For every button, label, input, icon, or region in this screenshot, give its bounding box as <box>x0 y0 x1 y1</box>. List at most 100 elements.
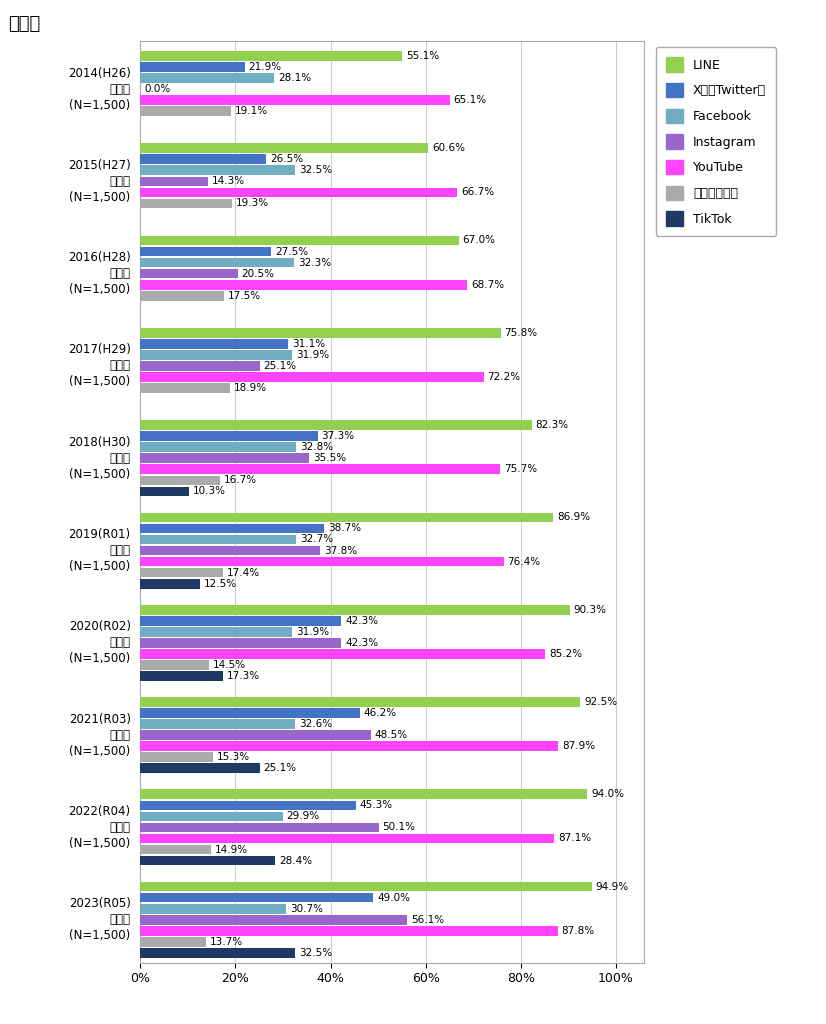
Text: 26.5%: 26.5% <box>270 155 303 164</box>
Bar <box>140 442 297 452</box>
Text: 85.2%: 85.2% <box>549 649 582 658</box>
Text: 28.4%: 28.4% <box>279 856 312 865</box>
Text: 29.9%: 29.9% <box>287 811 320 821</box>
Text: 20.5%: 20.5% <box>242 268 275 279</box>
Bar <box>140 834 554 844</box>
Text: 全年代: 全年代 <box>8 15 40 34</box>
Bar <box>140 812 282 821</box>
Text: 60.6%: 60.6% <box>432 143 465 154</box>
Bar <box>140 106 231 116</box>
Text: 65.1%: 65.1% <box>453 95 487 105</box>
Bar <box>140 753 213 762</box>
Bar <box>140 790 587 799</box>
Bar <box>140 627 292 637</box>
Bar <box>140 431 318 441</box>
Text: 72.2%: 72.2% <box>487 372 520 382</box>
Text: 17.4%: 17.4% <box>227 567 260 578</box>
Text: 37.8%: 37.8% <box>324 546 357 556</box>
Bar <box>140 513 553 522</box>
Text: 37.3%: 37.3% <box>321 431 354 441</box>
Text: 75.8%: 75.8% <box>505 328 538 338</box>
Legend: LINE, X（旧Twitter）, Facebook, Instagram, YouTube, ニコニコ動画, TikTok: LINE, X（旧Twitter）, Facebook, Instagram, … <box>656 47 776 236</box>
Text: 18.9%: 18.9% <box>234 383 267 393</box>
Bar <box>140 914 407 925</box>
Text: 75.7%: 75.7% <box>504 464 537 474</box>
Text: 67.0%: 67.0% <box>463 236 496 246</box>
Bar <box>140 845 211 854</box>
Text: 68.7%: 68.7% <box>471 280 504 290</box>
Bar <box>140 535 296 545</box>
Bar <box>140 155 266 164</box>
Bar <box>140 926 558 936</box>
Text: 55.1%: 55.1% <box>406 51 439 60</box>
Bar <box>140 475 220 485</box>
Text: 19.1%: 19.1% <box>235 106 268 116</box>
Bar <box>140 801 356 810</box>
Text: 32.6%: 32.6% <box>299 719 332 729</box>
Bar <box>140 709 360 718</box>
Bar <box>140 361 259 371</box>
Text: 94.0%: 94.0% <box>591 790 624 800</box>
Bar <box>140 454 309 463</box>
Bar <box>140 546 320 555</box>
Bar <box>140 339 288 348</box>
Bar <box>140 258 294 267</box>
Text: 76.4%: 76.4% <box>507 557 540 566</box>
Bar <box>140 372 483 382</box>
Bar <box>140 420 532 430</box>
Text: 15.3%: 15.3% <box>217 753 250 762</box>
Text: 92.5%: 92.5% <box>584 697 617 707</box>
Bar <box>140 605 570 614</box>
Bar <box>140 671 223 681</box>
Bar <box>140 187 458 198</box>
Bar <box>140 697 580 707</box>
Text: 32.5%: 32.5% <box>299 165 332 175</box>
Bar <box>140 568 223 578</box>
Text: 32.8%: 32.8% <box>300 442 333 453</box>
Text: 10.3%: 10.3% <box>193 486 226 497</box>
Text: 27.5%: 27.5% <box>275 247 308 257</box>
Bar <box>140 95 450 104</box>
Text: 14.9%: 14.9% <box>215 845 248 855</box>
Bar <box>140 904 287 913</box>
Text: 14.5%: 14.5% <box>213 659 246 670</box>
Text: 32.5%: 32.5% <box>299 948 332 957</box>
Text: 25.1%: 25.1% <box>263 360 297 371</box>
Text: 16.7%: 16.7% <box>224 475 257 485</box>
Bar <box>140 937 206 946</box>
Bar <box>140 73 274 83</box>
Text: 12.5%: 12.5% <box>204 579 237 589</box>
Text: 56.1%: 56.1% <box>411 914 444 925</box>
Text: 38.7%: 38.7% <box>328 523 361 534</box>
Bar <box>140 660 209 670</box>
Text: 31.9%: 31.9% <box>296 627 329 637</box>
Bar <box>140 350 292 359</box>
Bar <box>140 615 341 626</box>
Text: 13.7%: 13.7% <box>209 937 243 947</box>
Bar <box>140 328 501 338</box>
Bar <box>140 291 224 301</box>
Bar <box>140 143 429 153</box>
Text: 14.3%: 14.3% <box>212 176 245 186</box>
Text: 87.9%: 87.9% <box>562 741 596 752</box>
Text: 31.1%: 31.1% <box>292 339 325 349</box>
Bar <box>140 557 504 566</box>
Bar <box>140 486 189 497</box>
Bar <box>140 383 230 393</box>
Text: 86.9%: 86.9% <box>558 512 591 522</box>
Bar <box>140 893 373 902</box>
Text: 17.5%: 17.5% <box>227 291 260 301</box>
Bar <box>140 649 545 658</box>
Bar <box>140 579 200 589</box>
Text: 42.3%: 42.3% <box>345 638 378 648</box>
Bar <box>140 199 232 208</box>
Bar <box>140 280 467 290</box>
Text: 19.3%: 19.3% <box>236 199 269 209</box>
Bar <box>140 247 271 256</box>
Bar <box>140 269 238 279</box>
Bar <box>140 948 295 957</box>
Text: 48.5%: 48.5% <box>375 730 408 740</box>
Text: 42.3%: 42.3% <box>345 615 378 626</box>
Text: 46.2%: 46.2% <box>363 708 397 718</box>
Text: 35.5%: 35.5% <box>313 454 346 463</box>
